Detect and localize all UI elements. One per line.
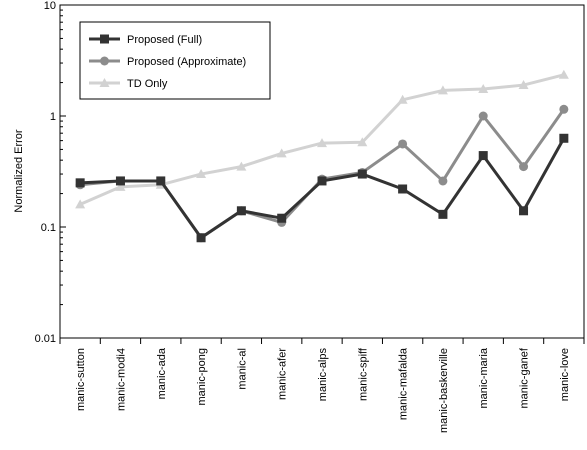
y-axis-title: Normalized Error <box>13 129 25 212</box>
series-point <box>519 206 529 216</box>
series-point <box>519 162 529 172</box>
legend-swatch-marker <box>100 34 109 44</box>
y-tick-label: 10 <box>44 0 56 12</box>
series-circle <box>75 104 569 243</box>
series-point <box>518 80 529 90</box>
series-point <box>397 94 408 104</box>
series-square <box>75 133 569 243</box>
y-axis: 10 1 0.1 0.01 <box>35 0 66 345</box>
series-point <box>317 138 327 148</box>
series-line <box>80 137 566 240</box>
series-point <box>438 176 448 186</box>
y-tick-label: 0.01 <box>35 333 56 345</box>
series-point <box>438 209 448 219</box>
x-tick-label: manic-spiff <box>357 347 369 401</box>
series-point <box>478 84 489 94</box>
legend-label: Proposed (Approximate) <box>127 56 246 68</box>
legend-label: TD Only <box>127 78 168 90</box>
series-point <box>115 176 125 186</box>
series-point <box>559 133 569 143</box>
series-point <box>156 176 166 186</box>
x-tick-label: manic-modi4 <box>115 348 127 411</box>
x-tick-label: manic-pong <box>196 348 208 405</box>
series-point <box>478 111 488 121</box>
series-point <box>398 184 408 194</box>
series-point <box>559 104 569 114</box>
series-point <box>196 169 207 179</box>
plot-frame <box>59 4 585 339</box>
series-point <box>236 206 246 216</box>
x-tick-label: manic-ada <box>156 347 168 399</box>
legend-swatch-marker <box>99 78 110 87</box>
series-point <box>558 69 569 79</box>
x-tick-label: manic-mafalda <box>398 347 410 420</box>
series-point <box>317 176 327 186</box>
x-tick-label: manic-afer <box>277 348 289 400</box>
series-point <box>236 161 247 171</box>
series-point <box>357 137 368 147</box>
legend: Proposed (Full) Proposed (Approximate) TD … <box>79 21 271 100</box>
legend-swatch-marker <box>100 56 109 66</box>
series-point <box>357 169 367 179</box>
series-point <box>478 151 488 161</box>
series-point <box>277 213 287 223</box>
x-tick-label: manic-love <box>559 348 571 401</box>
series-point <box>75 178 85 188</box>
x-tick-label: manic-ganef <box>519 347 531 408</box>
y-tick-label: 1 <box>50 111 56 123</box>
series-point <box>115 181 126 191</box>
x-tick-label: manic-alps <box>317 348 329 402</box>
legend-label: Proposed (Full) <box>127 34 202 46</box>
x-tick-label: manic-baskerville <box>438 348 450 433</box>
series-layer <box>75 69 569 243</box>
x-tick-label: manic-al <box>236 348 248 390</box>
x-tick-label: manic-maria <box>478 347 490 408</box>
x-axis: manic-sutton manic-modi4 manic-ada manic-po… <box>59 338 585 433</box>
series-point <box>196 233 206 243</box>
series-point <box>75 199 86 209</box>
y-tick-label: 0.1 <box>41 222 56 234</box>
series-point <box>437 85 448 95</box>
series-point <box>276 148 287 158</box>
x-tick-label: manic-sutton <box>75 348 87 411</box>
series-line <box>80 108 566 240</box>
series-point <box>398 139 408 149</box>
